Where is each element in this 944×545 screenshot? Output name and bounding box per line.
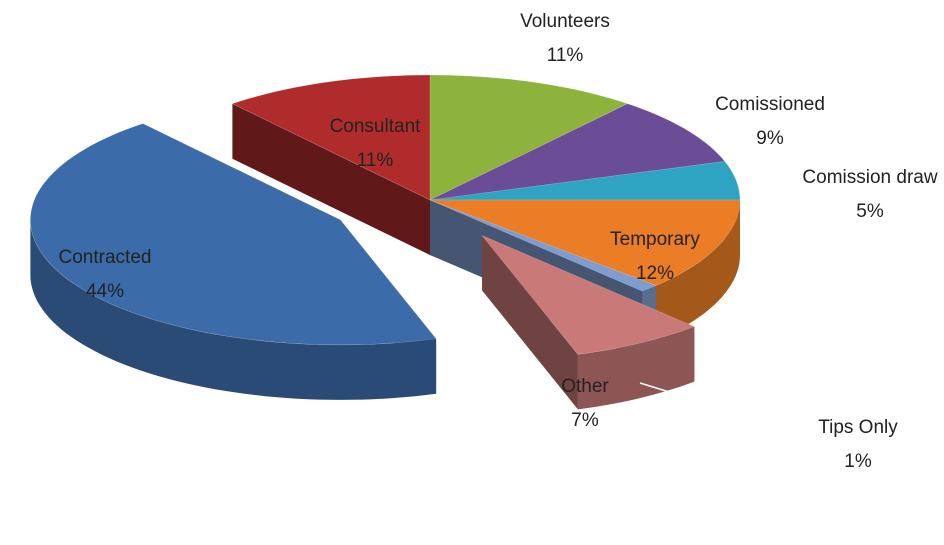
slice-label: Consultant xyxy=(330,116,422,137)
slice-label: Comissioned xyxy=(715,94,825,115)
value-label: 44% xyxy=(86,281,124,302)
value-label: 11% xyxy=(547,45,584,66)
slice xyxy=(429,199,657,292)
slice-label: Volunteers xyxy=(520,11,610,32)
slice-label: Other xyxy=(561,376,609,397)
slice-label: Temporary xyxy=(610,229,700,250)
value-label: 7% xyxy=(571,410,599,431)
slice xyxy=(429,199,741,286)
leader-line xyxy=(639,382,801,433)
slice xyxy=(429,74,629,201)
slice xyxy=(481,235,696,355)
slice-label: Comission draw xyxy=(802,167,937,188)
value-label: 1% xyxy=(844,451,872,472)
slice xyxy=(231,74,431,201)
slice xyxy=(30,123,437,346)
value-label: 9% xyxy=(756,128,784,149)
slice-label: Contracted xyxy=(59,247,152,268)
value-label: 11% xyxy=(357,150,394,171)
value-label: 5% xyxy=(856,201,884,222)
slice-side xyxy=(30,219,437,400)
slice-side xyxy=(577,326,695,410)
slice-label: Tips Only xyxy=(818,417,898,438)
slice-wall xyxy=(232,103,430,255)
labels: Volunteers 11% Comissioned 9% Comission draw… xyxy=(59,11,938,472)
value-label: 12% xyxy=(636,263,674,284)
pie-tops xyxy=(30,74,741,355)
slice-wall xyxy=(482,235,578,410)
slice xyxy=(429,161,741,201)
slice xyxy=(429,103,726,201)
slice-side xyxy=(656,200,740,341)
